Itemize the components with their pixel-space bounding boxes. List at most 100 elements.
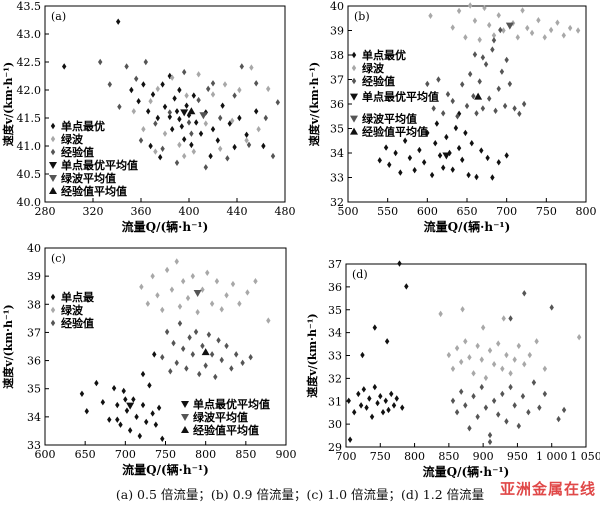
data-point (487, 438, 493, 446)
data-point (253, 278, 258, 285)
data-point (232, 143, 237, 151)
data-point (200, 286, 205, 293)
data-point (208, 152, 213, 160)
data-point (152, 351, 157, 358)
data-point (397, 260, 402, 267)
x-tick-label: 750 (536, 205, 557, 218)
data-point (146, 108, 151, 115)
legend-marker-green-avg (350, 115, 358, 123)
data-point (194, 119, 199, 126)
mean-marker (505, 22, 514, 30)
legend-marker-emp (50, 148, 56, 156)
data-point (372, 324, 377, 331)
data-point (485, 154, 490, 162)
data-point (378, 393, 383, 400)
legend-marker-emp-avg (49, 187, 57, 194)
data-point (504, 56, 509, 64)
data-point (244, 131, 249, 138)
data-point (479, 147, 484, 154)
data-point (472, 17, 478, 24)
data-point (404, 283, 409, 290)
data-point (140, 370, 146, 378)
data-point (153, 148, 158, 155)
data-point (502, 102, 508, 110)
data-point (261, 142, 266, 150)
x-tick-label: 900 (473, 450, 494, 463)
y-tick-label: 35 (330, 123, 344, 136)
data-point (229, 365, 234, 372)
data-point (516, 342, 521, 350)
x-tick-label: 650 (75, 448, 96, 461)
panel-label: (c) (51, 252, 66, 265)
data-point (186, 119, 192, 126)
data-point (171, 339, 176, 347)
legend-marker-emp (351, 77, 357, 85)
data-point (107, 81, 112, 88)
data-point (487, 347, 493, 354)
x-tick-label: 750 (155, 448, 176, 461)
data-point (369, 413, 375, 421)
data-point (400, 404, 405, 411)
data-point (158, 154, 163, 161)
data-point (216, 337, 221, 344)
data-point (196, 71, 201, 78)
data-point (210, 91, 216, 98)
data-point (383, 144, 389, 151)
data-point (394, 395, 399, 402)
data-point (137, 432, 142, 440)
data-point (466, 171, 471, 179)
y-tick-label: 37 (27, 326, 41, 339)
legend-label-green-avg: 绿波平均值 (193, 410, 248, 424)
data-point (450, 24, 455, 31)
data-point (225, 155, 230, 162)
data-point (254, 108, 259, 115)
data-point (249, 64, 254, 71)
data-point (174, 159, 180, 166)
data-point (515, 34, 520, 41)
x-tick-label: 360 (131, 205, 152, 218)
data-point (493, 107, 498, 115)
data-point (184, 365, 189, 372)
data-point (454, 409, 460, 416)
data-point (169, 286, 175, 293)
data-point (239, 63, 244, 70)
data-point (507, 80, 513, 88)
data-point (222, 81, 228, 88)
y-tick-label: 34 (330, 147, 344, 160)
data-point (490, 46, 495, 53)
data-point (496, 159, 501, 166)
data-point (496, 411, 501, 418)
data-point (483, 61, 489, 68)
data-point (237, 114, 242, 122)
data-point (438, 310, 443, 318)
data-point (156, 404, 162, 412)
data-point (147, 382, 152, 389)
data-point (266, 317, 271, 324)
data-point (189, 130, 194, 137)
data-point (436, 76, 441, 83)
data-point (263, 114, 268, 122)
data-point (479, 383, 484, 391)
plot-frame (345, 263, 587, 448)
data-point (516, 422, 521, 430)
data-point (162, 103, 168, 110)
data-point (214, 278, 220, 285)
data-point (446, 351, 452, 359)
data-point (190, 272, 196, 280)
data-point (483, 404, 489, 411)
data-point (184, 92, 189, 99)
data-point (177, 320, 183, 327)
data-point (100, 399, 106, 406)
x-tick-label: 700 (115, 448, 136, 461)
y-axis-label: 速度v/(km·h⁻¹) (305, 313, 319, 398)
mean-marker (199, 112, 208, 120)
y-tick-label: 38 (27, 298, 41, 311)
data-point (536, 17, 541, 24)
data-point (576, 334, 582, 341)
data-point (266, 85, 271, 93)
data-point (460, 306, 465, 313)
data-point (500, 390, 505, 398)
x-tick-label: 800 (576, 205, 597, 218)
data-point (213, 373, 218, 381)
data-point (520, 393, 526, 400)
